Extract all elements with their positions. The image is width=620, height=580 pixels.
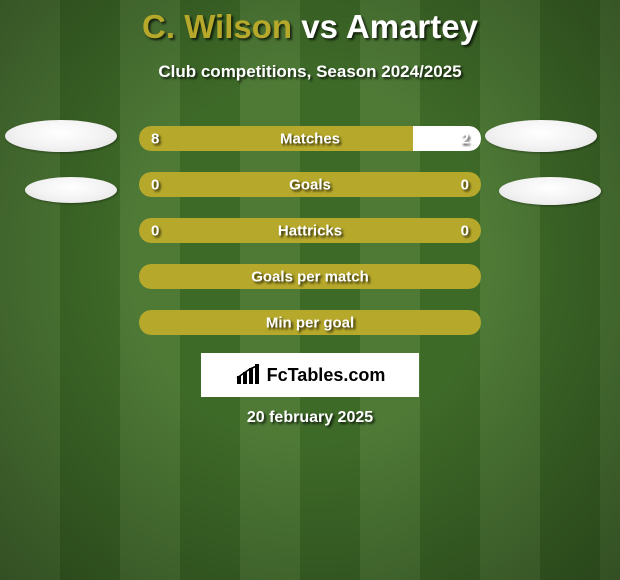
- title-separator: vs: [301, 8, 338, 45]
- stat-bar-row: Goals per match: [139, 264, 481, 289]
- club-badge-left: [25, 177, 117, 203]
- stat-bar-row: Matches 8 2: [139, 126, 481, 151]
- bar-label: Hattricks: [278, 222, 342, 239]
- bar-label: Matches: [280, 130, 340, 147]
- bar-value-left: 8: [151, 130, 159, 147]
- bar-value-right: 0: [461, 176, 469, 193]
- subtitle: Club competitions, Season 2024/2025: [158, 62, 461, 82]
- title: C. Wilson vs Amartey: [142, 8, 478, 46]
- bars-icon: [235, 364, 263, 386]
- club-badge-right: [499, 177, 601, 205]
- bar-fill-left: [139, 172, 310, 197]
- bar-value-right: 2: [461, 130, 469, 147]
- bar-fill-left: [139, 126, 413, 151]
- bar-fill-right: [310, 172, 481, 197]
- stat-bar-row: Min per goal: [139, 310, 481, 335]
- club-badge-left: [5, 120, 117, 152]
- title-player2: Amartey: [346, 8, 478, 45]
- club-badge-right: [485, 120, 597, 152]
- stat-bar-row: Hattricks 0 0: [139, 218, 481, 243]
- bar-value-left: 0: [151, 176, 159, 193]
- brand-plate: FcTables.com: [201, 353, 419, 397]
- title-player1: C. Wilson: [142, 8, 292, 45]
- bar-fill-right: [413, 126, 481, 151]
- date-line: 20 february 2025: [247, 409, 373, 427]
- brand-label: FcTables.com: [267, 365, 386, 386]
- stat-bar-row: Goals 0 0: [139, 172, 481, 197]
- bar-label: Goals per match: [251, 268, 369, 285]
- bar-label: Min per goal: [266, 314, 354, 331]
- bar-label: Goals: [289, 176, 331, 193]
- pitch-background: [0, 0, 620, 580]
- bar-value-left: 0: [151, 222, 159, 239]
- bar-value-right: 0: [461, 222, 469, 239]
